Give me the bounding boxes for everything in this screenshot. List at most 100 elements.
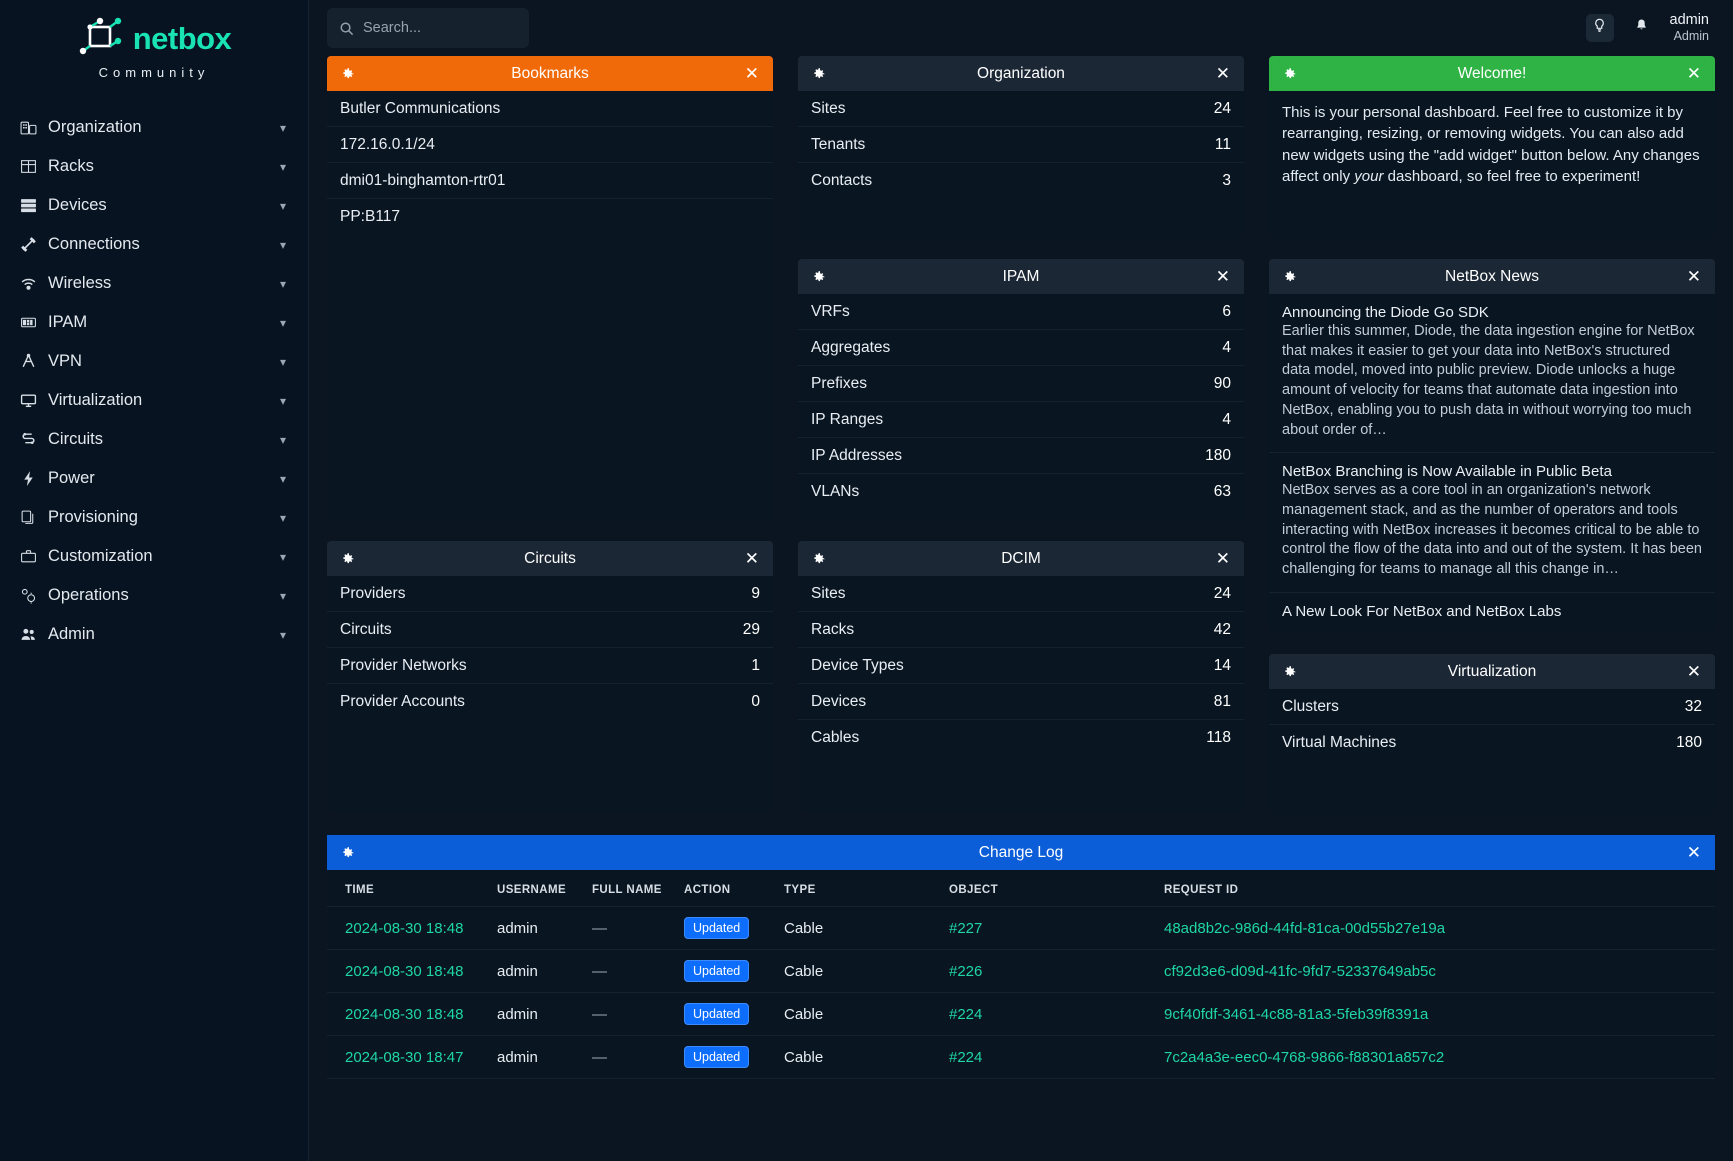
column-header-full-name[interactable]: FULL NAME xyxy=(592,870,684,907)
list-item[interactable]: Devices 81 xyxy=(798,684,1244,720)
cell-request-id[interactable]: cf92d3e6-d09d-41fc-9fd7-52337649ab5c xyxy=(1164,949,1715,993)
list-item[interactable]: Sites 24 xyxy=(798,576,1244,612)
close-icon[interactable]: ✕ xyxy=(1686,843,1701,862)
list-item[interactable]: VRFs 6 xyxy=(798,294,1244,330)
cell-object[interactable]: #227 xyxy=(949,906,1164,950)
cell-object[interactable]: #224 xyxy=(949,992,1164,1036)
list-item[interactable]: Circuits 29 xyxy=(327,612,773,648)
close-icon[interactable]: ✕ xyxy=(1686,267,1701,286)
search-box[interactable] xyxy=(327,8,529,48)
list-item[interactable]: Sites 24 xyxy=(798,91,1244,127)
topbar: admin Admin xyxy=(309,0,1733,56)
list-item[interactable]: Cables 118 xyxy=(798,720,1244,756)
close-icon[interactable]: ✕ xyxy=(1686,662,1701,681)
table-row[interactable]: 2024-08-30 18:48 admin — Updated Cable #… xyxy=(327,949,1715,993)
close-icon[interactable]: ✕ xyxy=(1215,64,1230,83)
gear-icon[interactable] xyxy=(341,67,355,81)
list-item[interactable]: A New Look For NetBox and NetBox Labs xyxy=(1269,593,1715,632)
stat-value: 42 xyxy=(1213,620,1231,638)
list-item[interactable]: IP Addresses 180 xyxy=(798,438,1244,474)
close-icon[interactable]: ✕ xyxy=(744,549,759,568)
cell-time[interactable]: 2024-08-30 18:48 xyxy=(327,949,497,993)
column-header-username[interactable]: USERNAME xyxy=(497,870,592,907)
column-header-object[interactable]: OBJECT xyxy=(949,870,1164,907)
gear-icon[interactable] xyxy=(1283,67,1297,81)
list-item[interactable]: Device Types 14 xyxy=(798,648,1244,684)
cell-request-id[interactable]: 48ad8b2c-986d-44fd-81ca-00d55b27e19a xyxy=(1164,906,1715,950)
list-item[interactable]: Contacts 3 xyxy=(798,163,1244,199)
list-item[interactable]: Butler Communications xyxy=(327,91,773,127)
cell-request-id[interactable]: 9cf40fdf-3461-4c88-81a3-5feb39f8391a xyxy=(1164,992,1715,1036)
bell-icon xyxy=(1634,18,1649,38)
sidebar-item-wireless[interactable]: Wireless ▾ xyxy=(0,264,308,303)
sidebar-item-customization[interactable]: Customization ▾ xyxy=(0,537,308,576)
sidebar-item-admin[interactable]: Admin ▾ xyxy=(0,615,308,654)
sidebar-item-devices[interactable]: Devices ▾ xyxy=(0,186,308,225)
table-row[interactable]: 2024-08-30 18:48 admin — Updated Cable #… xyxy=(327,906,1715,950)
list-item[interactable]: VLANs 63 xyxy=(798,474,1244,510)
cell-time[interactable]: 2024-08-30 18:48 xyxy=(327,992,497,1036)
news-title: NetBox Branching is Now Available in Pub… xyxy=(1282,463,1612,481)
column-header-type[interactable]: TYPE xyxy=(784,870,949,907)
list-item[interactable]: Virtual Machines 180 xyxy=(1269,725,1715,761)
brand-logo[interactable]: netbox Community xyxy=(0,0,308,94)
close-icon[interactable]: ✕ xyxy=(1686,64,1701,83)
gear-icon[interactable] xyxy=(812,67,826,81)
news-list: Announcing the Diode Go SDK Earlier this… xyxy=(1269,294,1715,632)
list-item[interactable]: Racks 42 xyxy=(798,612,1244,648)
column-header-time[interactable]: TIME xyxy=(327,870,497,907)
gear-icon[interactable] xyxy=(341,552,355,566)
user-menu[interactable]: admin Admin xyxy=(1670,11,1710,45)
sidebar-item-label: Power xyxy=(48,469,95,487)
list-item[interactable]: Provider Networks 1 xyxy=(327,648,773,684)
sidebar-item-operations[interactable]: Operations ▾ xyxy=(0,576,308,615)
sidebar-item-ipam[interactable]: IPAM ▾ xyxy=(0,303,308,342)
list-item[interactable]: Providers 9 xyxy=(327,576,773,612)
widget-header: Virtualization ✕ xyxy=(1269,654,1715,689)
sidebar-item-power[interactable]: Power ▾ xyxy=(0,459,308,498)
notifications-button[interactable] xyxy=(1628,14,1656,42)
theme-toggle-button[interactable] xyxy=(1585,14,1614,42)
gear-icon[interactable] xyxy=(1283,665,1297,679)
table-row[interactable]: 2024-08-30 18:48 admin — Updated Cable #… xyxy=(327,992,1715,1036)
gear-icon[interactable] xyxy=(341,846,355,860)
search-input[interactable] xyxy=(363,20,517,36)
list-item[interactable]: Prefixes 90 xyxy=(798,366,1244,402)
list-item[interactable]: dmi01-binghamton-rtr01 xyxy=(327,163,773,199)
list-item[interactable]: 172.16.0.1/24 xyxy=(327,127,773,163)
gear-icon[interactable] xyxy=(812,552,826,566)
table-row[interactable]: 2024-08-30 18:47 admin — Updated Cable #… xyxy=(327,1035,1715,1079)
status-badge: Updated xyxy=(684,1003,750,1025)
sidebar-item-virtualization[interactable]: Virtualization ▾ xyxy=(0,381,308,420)
list-item[interactable]: Provider Accounts 0 xyxy=(327,684,773,720)
gear-icon[interactable] xyxy=(1283,270,1297,284)
sidebar-item-vpn[interactable]: VPN ▾ xyxy=(0,342,308,381)
sidebar-item-racks[interactable]: Racks ▾ xyxy=(0,147,308,186)
sidebar-item-circuits[interactable]: Circuits ▾ xyxy=(0,420,308,459)
list-item[interactable]: Announcing the Diode Go SDK Earlier this… xyxy=(1269,294,1715,454)
column-header-request-id[interactable]: REQUEST ID xyxy=(1164,870,1715,907)
column-header-action[interactable]: ACTION xyxy=(684,870,784,907)
changelog-table: TIME USERNAME FULL NAME ACTION TYPE OBJE… xyxy=(327,870,1715,1079)
sidebar-item-connections[interactable]: Connections ▾ xyxy=(0,225,308,264)
widget-title: Organization xyxy=(977,64,1065,82)
gear-icon[interactable] xyxy=(812,270,826,284)
sidebar-item-provisioning[interactable]: Provisioning ▾ xyxy=(0,498,308,537)
list-item[interactable]: Aggregates 4 xyxy=(798,330,1244,366)
cell-object[interactable]: #226 xyxy=(949,949,1164,993)
close-icon[interactable]: ✕ xyxy=(744,64,759,83)
list-item[interactable]: PP:B117 xyxy=(327,199,773,235)
close-icon[interactable]: ✕ xyxy=(1215,549,1230,568)
cell-object[interactable]: #224 xyxy=(949,1035,1164,1079)
sidebar-item-organization[interactable]: Organization ▾ xyxy=(0,108,308,147)
stat-value: 9 xyxy=(751,584,760,602)
list-item[interactable]: IP Ranges 4 xyxy=(798,402,1244,438)
cell-time[interactable]: 2024-08-30 18:48 xyxy=(327,906,497,950)
list-item[interactable]: Tenants 11 xyxy=(798,127,1244,163)
list-item[interactable]: Clusters 32 xyxy=(1269,689,1715,725)
close-icon[interactable]: ✕ xyxy=(1215,267,1230,286)
cell-request-id[interactable]: 7c2a4a3e-eec0-4768-9866-f88301a857c2 xyxy=(1164,1035,1715,1079)
cell-time[interactable]: 2024-08-30 18:47 xyxy=(327,1035,497,1079)
list-item[interactable]: NetBox Branching is Now Available in Pub… xyxy=(1269,453,1715,593)
widget-title: Virtualization xyxy=(1447,662,1537,680)
